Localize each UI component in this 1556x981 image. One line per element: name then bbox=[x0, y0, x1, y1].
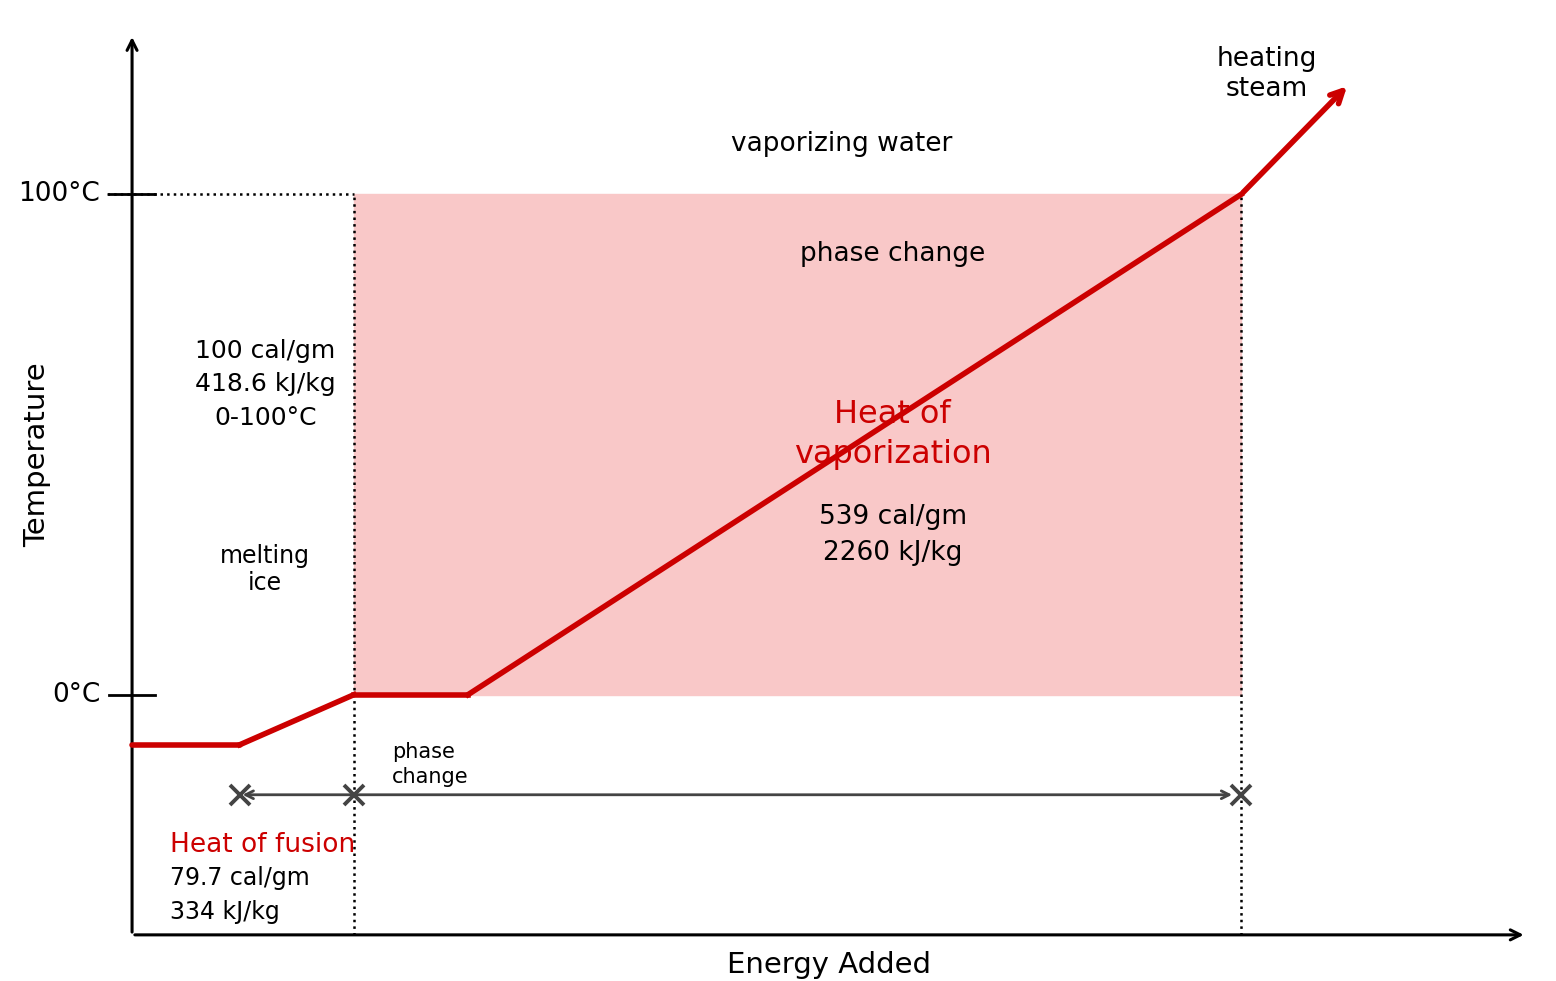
Text: phase change: phase change bbox=[800, 241, 985, 268]
Text: melting
ice: melting ice bbox=[219, 543, 310, 595]
Text: 100°C: 100°C bbox=[19, 181, 101, 207]
Text: Temperature: Temperature bbox=[23, 362, 51, 546]
Text: 539 cal/gm
2260 kJ/kg: 539 cal/gm 2260 kJ/kg bbox=[818, 503, 966, 566]
Text: heating
steam: heating steam bbox=[1217, 46, 1316, 102]
Text: 79.7 cal/gm
334 kJ/kg: 79.7 cal/gm 334 kJ/kg bbox=[170, 866, 310, 923]
Text: Energy Added: Energy Added bbox=[727, 951, 932, 979]
Text: Heat of
vaporization: Heat of vaporization bbox=[794, 398, 991, 470]
Text: vaporizing water: vaporizing water bbox=[731, 131, 952, 157]
Text: 0°C: 0°C bbox=[51, 682, 101, 707]
Text: phase
change: phase change bbox=[392, 743, 468, 787]
Polygon shape bbox=[353, 194, 1242, 695]
Text: 100 cal/gm
418.6 kJ/kg
0-100°C: 100 cal/gm 418.6 kJ/kg 0-100°C bbox=[194, 339, 336, 430]
Text: Heat of fusion: Heat of fusion bbox=[170, 832, 355, 857]
